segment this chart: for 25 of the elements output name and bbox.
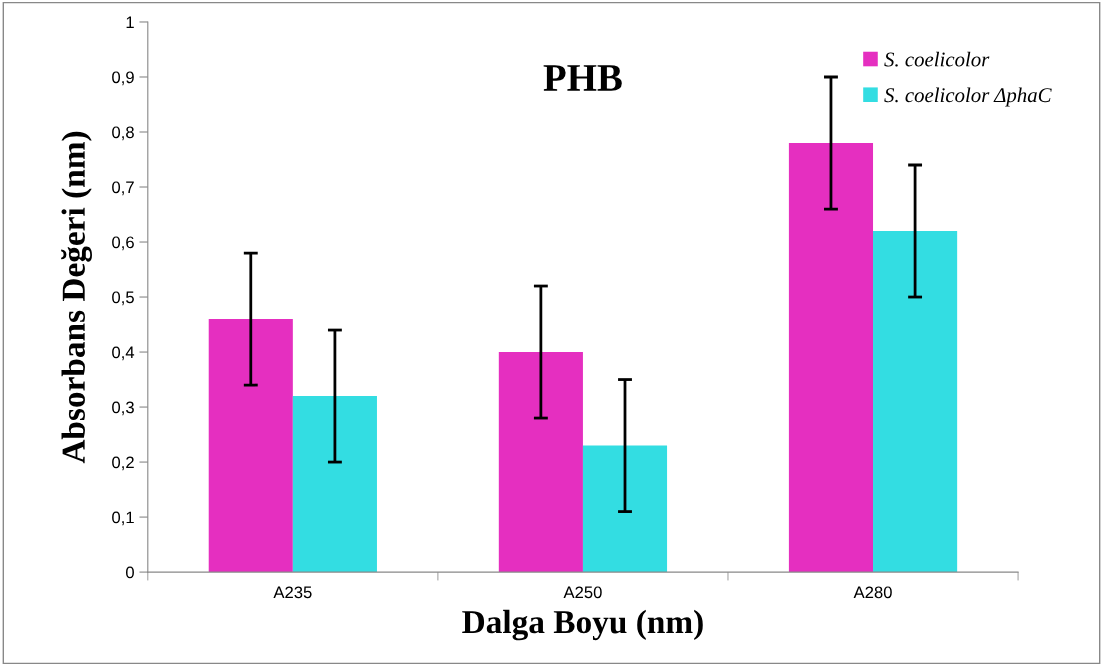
text: PHB	[543, 65, 622, 91]
bar	[292, 396, 377, 573]
y-tick-label: 0	[125, 566, 134, 579]
y-tick-label: 0,6	[112, 236, 134, 251]
y-tick-label: 0,3	[112, 401, 134, 416]
x-axis-title: Dalga Boyu (nm)	[462, 609, 703, 641]
y-tick-label: 0,9	[112, 71, 134, 86]
y-tick-label: 0,2	[112, 456, 134, 471]
bar	[582, 445, 668, 573]
y-axis-title: Absorbans Değeri (nm)	[61, 131, 92, 464]
y-tick-label: 0,7	[112, 181, 134, 196]
bar	[498, 352, 583, 573]
bar	[208, 319, 293, 573]
y-tick-label: 0,8	[112, 126, 134, 141]
bar	[788, 143, 874, 573]
legend-label: S. coelicolor	[884, 51, 990, 67]
x-tick-label: A250	[563, 586, 602, 599]
y-tick-label: 1	[126, 16, 134, 29]
y-tick-label: 0,1	[112, 511, 134, 526]
legend-label: S. coelicolor ΔphaC	[884, 87, 1052, 107]
y-tick-label: 0,4	[112, 346, 135, 361]
y-tick-label: 0,5	[112, 291, 134, 306]
x-tick-label: A280	[853, 586, 892, 599]
x-tick-label: A235	[273, 586, 312, 599]
bar	[873, 231, 958, 573]
